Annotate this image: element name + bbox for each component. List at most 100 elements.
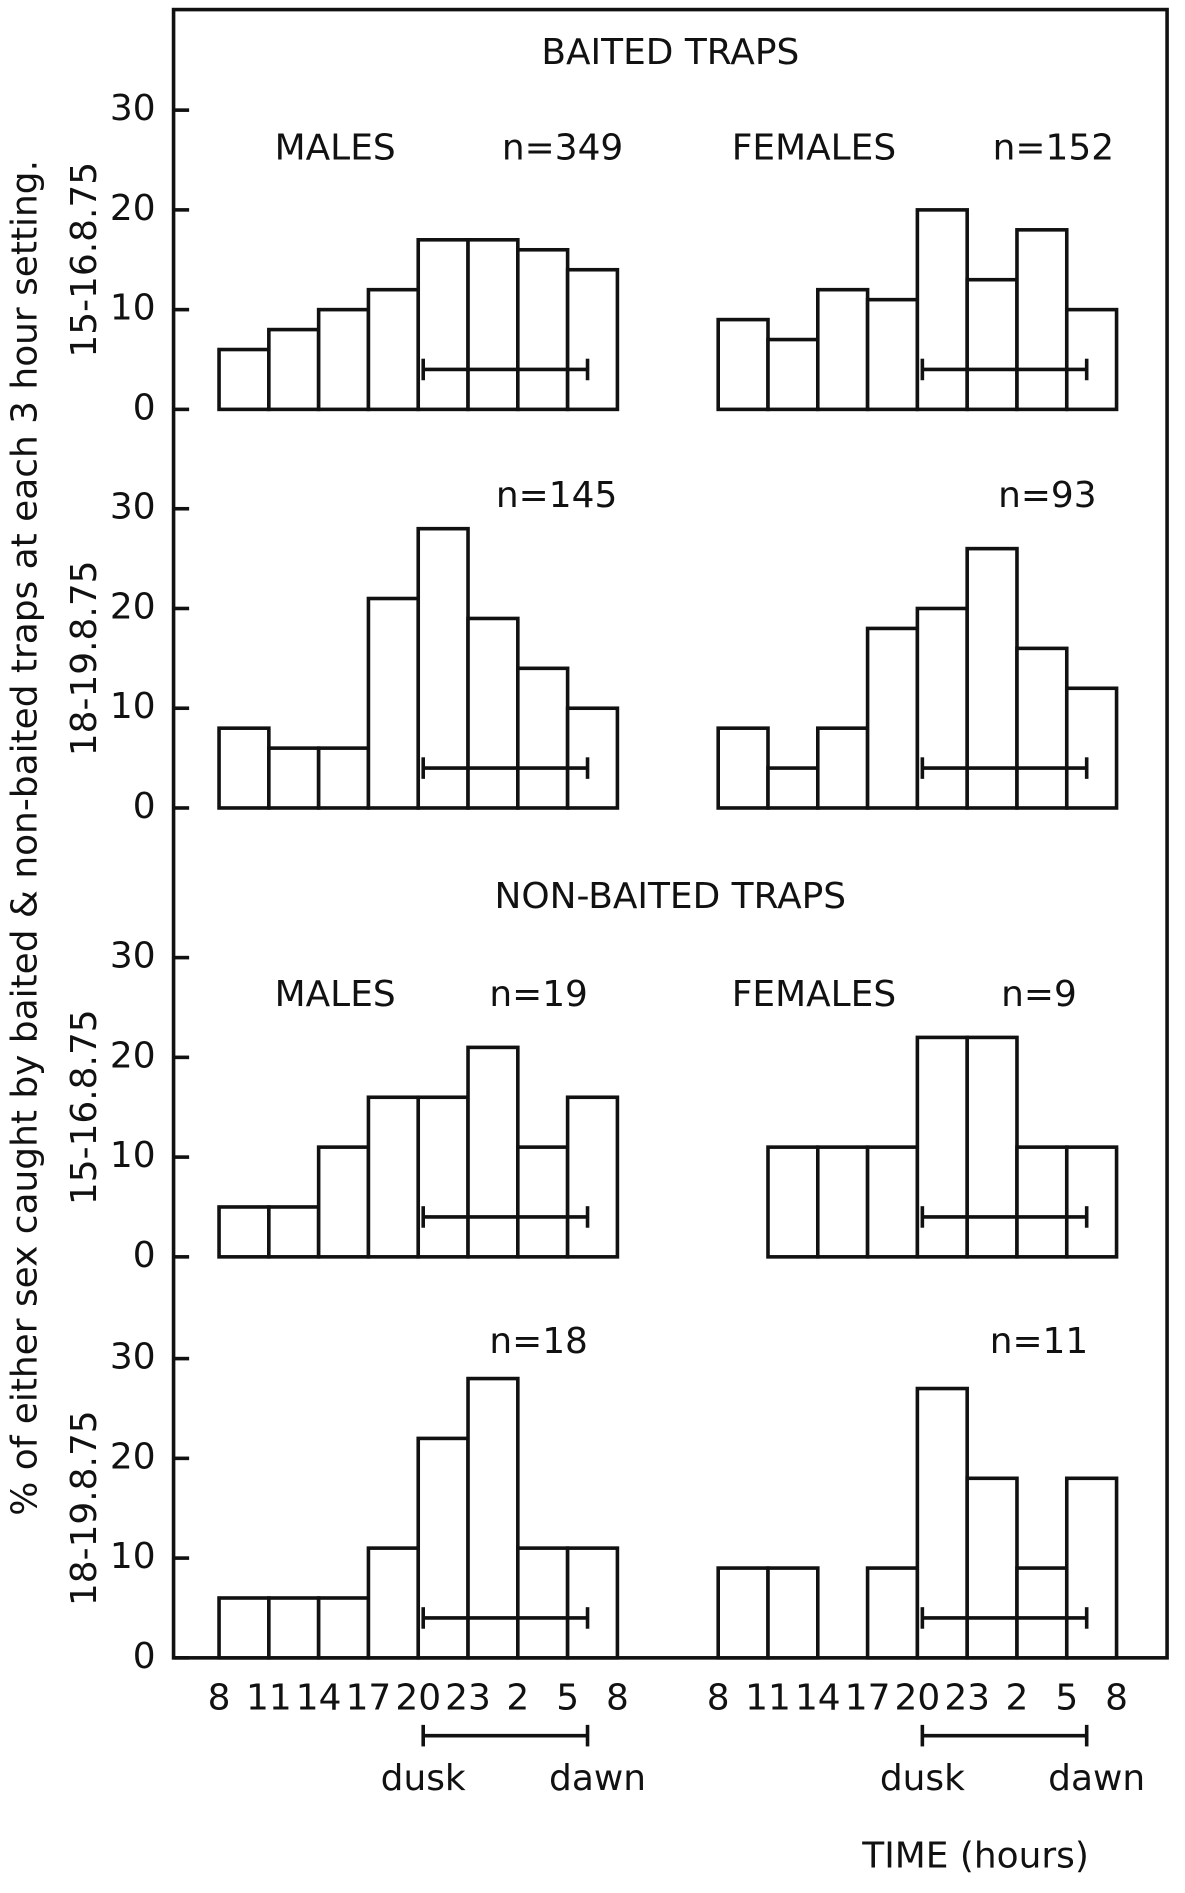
bar xyxy=(1015,1566,1069,1660)
bar xyxy=(716,726,770,810)
panel-label: FEMALES xyxy=(732,128,896,169)
y-tick-label: 30 xyxy=(110,487,156,528)
x-tick-label: 5 xyxy=(556,1678,579,1719)
section-title: BAITED TRAPS xyxy=(541,32,799,73)
bar xyxy=(915,606,969,810)
y-tick-label: 10 xyxy=(110,686,156,727)
y-tick-label: 20 xyxy=(110,1436,156,1477)
bar xyxy=(915,1035,969,1259)
bar xyxy=(716,1566,770,1660)
dawn-label: dawn xyxy=(549,1758,646,1799)
y-tick-label: 30 xyxy=(110,936,156,977)
bar xyxy=(316,746,371,810)
bar xyxy=(316,307,371,412)
bar xyxy=(766,1566,820,1660)
bar xyxy=(217,1596,271,1660)
y-tick-label: 20 xyxy=(110,1035,156,1076)
bar xyxy=(766,337,820,412)
bar xyxy=(565,267,620,412)
y-tick-label: 0 xyxy=(133,1636,156,1677)
y-tick-label: 0 xyxy=(133,387,156,428)
bar xyxy=(865,1145,920,1259)
bar xyxy=(466,1045,520,1259)
plot-area: BAITED TRAPS NON-BAITED TRAPS % of eithe… xyxy=(4,7,1169,1877)
bar xyxy=(366,287,421,412)
bar xyxy=(815,1145,870,1259)
bar xyxy=(865,297,920,412)
x-tick-label: 11 xyxy=(246,1678,292,1719)
y-tick-label: 30 xyxy=(110,1337,156,1378)
x-tick-label: 2 xyxy=(1006,1678,1029,1719)
sample-size: n=349 xyxy=(502,128,623,169)
bar xyxy=(865,626,920,810)
bar xyxy=(815,726,870,810)
bar xyxy=(366,1095,421,1259)
y-tick-label: 20 xyxy=(110,188,156,229)
bar xyxy=(1064,686,1119,810)
y-axis-label: % of either sex caught by baited & non-b… xyxy=(4,160,45,1516)
bar xyxy=(516,1145,570,1259)
bar xyxy=(366,596,421,810)
bar xyxy=(516,247,570,412)
bar xyxy=(416,1436,470,1660)
bar xyxy=(316,1145,371,1259)
bar xyxy=(267,1205,321,1259)
panel-label: FEMALES xyxy=(732,974,896,1015)
bar xyxy=(915,1386,969,1660)
x-tick-label: 23 xyxy=(944,1678,990,1719)
bar xyxy=(217,347,271,412)
bar xyxy=(267,746,321,810)
sample-size: n=152 xyxy=(993,128,1114,169)
x-tick-label: 8 xyxy=(208,1678,231,1719)
panel-label: MALES xyxy=(275,974,396,1015)
sample-size: n=9 xyxy=(1001,974,1077,1015)
sample-size: n=18 xyxy=(489,1321,588,1362)
bar xyxy=(965,1476,1019,1660)
bar xyxy=(267,327,321,412)
x-tick-label: 17 xyxy=(346,1678,392,1719)
bar xyxy=(1064,1145,1119,1259)
sample-size: n=19 xyxy=(489,974,588,1015)
bar xyxy=(267,1596,321,1660)
x-tick-label: 20 xyxy=(895,1678,941,1719)
x-tick-label: 20 xyxy=(395,1678,441,1719)
sample-size: n=145 xyxy=(496,475,617,516)
y-tick-label: 30 xyxy=(110,88,156,129)
x-tick-label: 2 xyxy=(506,1678,529,1719)
dusk-label: dusk xyxy=(880,1758,965,1799)
x-tick-label: 8 xyxy=(606,1678,629,1719)
bar xyxy=(217,726,271,810)
bar xyxy=(416,238,470,412)
x-tick-label: 14 xyxy=(296,1678,342,1719)
date-label: 18-19.8.75 xyxy=(64,1410,105,1606)
sample-size: n=93 xyxy=(998,475,1097,516)
date-label: 18-19.8.75 xyxy=(64,560,105,756)
bar xyxy=(565,1095,620,1259)
bar xyxy=(815,287,870,412)
bar xyxy=(416,526,470,810)
bar xyxy=(1064,307,1119,412)
date-label: 15-16.8.75 xyxy=(64,1009,105,1205)
bar xyxy=(565,706,620,810)
bar xyxy=(466,616,520,810)
dawn-label: dawn xyxy=(1048,1758,1145,1799)
bar xyxy=(766,1145,820,1259)
y-tick-label: 10 xyxy=(110,1536,156,1577)
x-tick-label: 17 xyxy=(845,1678,891,1719)
bar xyxy=(366,1546,421,1660)
y-tick-label: 20 xyxy=(110,586,156,627)
bar xyxy=(766,766,820,810)
bar xyxy=(516,1546,570,1660)
y-tick-label: 0 xyxy=(133,1235,156,1276)
date-label: 15-16.8.75 xyxy=(64,162,105,358)
bar xyxy=(965,277,1019,412)
y-tick-label: 0 xyxy=(133,786,156,827)
bar xyxy=(565,1546,620,1660)
y-tick-label: 10 xyxy=(110,1135,156,1176)
bar xyxy=(965,1035,1019,1259)
x-tick-label: 23 xyxy=(445,1678,491,1719)
x-axis-label: TIME (hours) xyxy=(861,1836,1089,1877)
bar xyxy=(865,1566,920,1660)
x-tick-label: 8 xyxy=(707,1678,730,1719)
x-tick-label: 11 xyxy=(745,1678,791,1719)
